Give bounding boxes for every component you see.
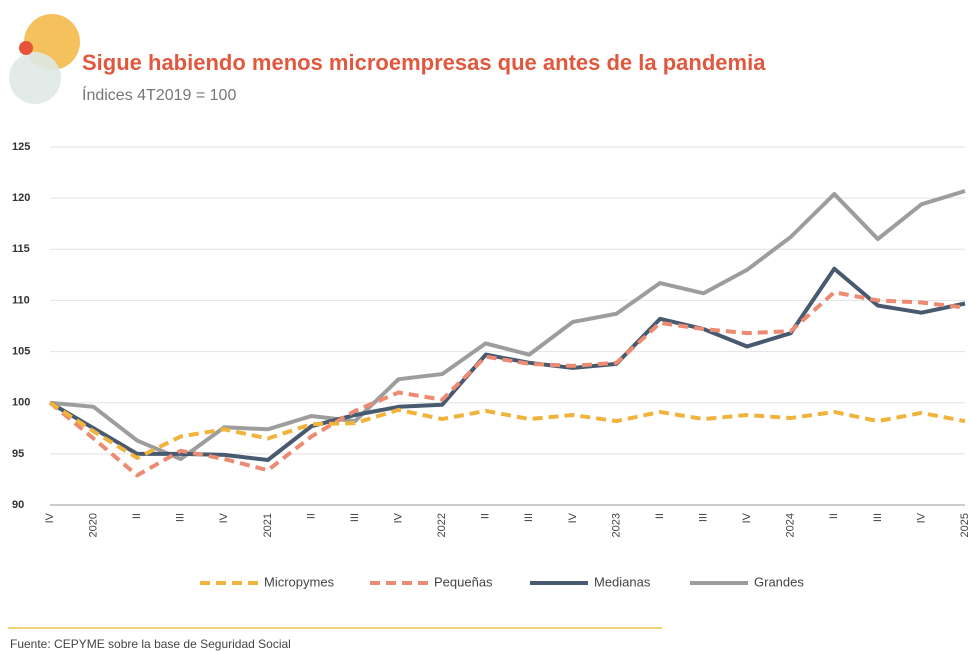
series-line: [48, 290, 966, 478]
series-line: [48, 401, 966, 460]
x-tick-label: II: [480, 513, 492, 519]
x-tick-label: II: [654, 513, 666, 519]
x-tick-label: 2021: [262, 513, 274, 537]
x-tick-label: IV: [392, 512, 404, 523]
x-tick-label: 2022: [436, 513, 448, 537]
series-line: [49, 189, 966, 461]
y-tick-label: 125: [12, 141, 30, 153]
y-tick-label: 115: [12, 243, 30, 255]
x-tick-label: IV: [915, 512, 927, 523]
x-tick-label: 2025: [959, 513, 971, 537]
x-tick-label: 2023: [610, 513, 622, 537]
x-tick-label: III: [697, 513, 709, 522]
y-tick-label: 110: [12, 294, 30, 306]
legend-label: Pequeñas: [434, 574, 493, 589]
x-tick-label: III: [872, 513, 884, 522]
legend-label: Medianas: [594, 574, 651, 589]
x-tick-label: 2024: [785, 513, 797, 537]
x-tick-label: II: [131, 513, 143, 519]
legend-label: Micropymes: [264, 574, 335, 589]
x-tick-label: II: [828, 513, 840, 519]
x-tick-label: IV: [218, 512, 230, 523]
x-tick-label: III: [523, 513, 535, 522]
x-tick-label: III: [349, 513, 361, 522]
x-tick-label: 2020: [87, 513, 99, 537]
x-tick-label: III: [175, 513, 187, 522]
legend-label: Grandes: [754, 574, 804, 589]
y-tick-label: 90: [12, 499, 24, 511]
y-tick-label: 105: [12, 345, 30, 357]
x-tick-label: IV: [44, 512, 56, 523]
chart-subtitle: Índices 4T2019 = 100: [82, 85, 236, 104]
decor-circle: [9, 52, 61, 104]
y-tick-label: 100: [12, 397, 30, 409]
y-tick-label: 95: [12, 448, 24, 460]
decor-dot: [19, 41, 33, 55]
chart-title: Sigue habiendo menos microempresas que a…: [82, 50, 766, 75]
x-tick-label: II: [305, 513, 317, 519]
x-tick-label: IV: [567, 512, 579, 523]
y-tick-label: 120: [12, 192, 30, 204]
x-tick-label: IV: [741, 512, 753, 523]
source: Fuente: CEPYME sobre la base de Segurida…: [10, 637, 291, 651]
